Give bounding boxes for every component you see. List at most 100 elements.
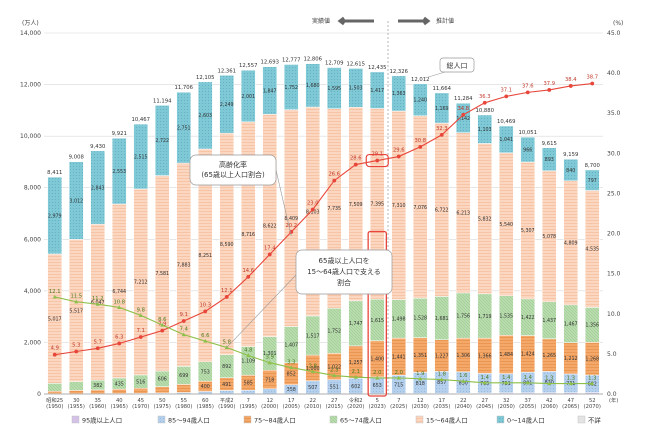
bar-segment: [69, 390, 83, 393]
y-left-tick-label: 4,000: [24, 288, 41, 295]
bar-segment-label: 1,422: [521, 315, 535, 321]
bars: 5,0172,9798,4115,5173,0129,0083826,0472,…: [47, 57, 600, 394]
bar-segment-label: 1,681: [435, 316, 449, 322]
legend-label: 85〜94歳人口: [168, 416, 210, 425]
y-right-tick-label: 25.0: [607, 190, 621, 197]
y-right-tick-label: 30.0: [607, 150, 621, 157]
bar-total-label: 9,615: [542, 141, 557, 147]
line-marker: [268, 253, 272, 257]
line-marker: [53, 353, 57, 357]
bar-segment-label: 1,437: [542, 318, 556, 324]
bar-segment-label: 8,590: [220, 242, 234, 248]
bar-total-label: 9,921: [112, 131, 127, 137]
bar-segment-label: 2,843: [91, 185, 105, 191]
line-point-label: 7.4: [180, 327, 189, 333]
bar-segment-label: 1,257: [349, 360, 363, 366]
line-point-label: 7.1: [137, 328, 145, 334]
legend-swatch: [578, 416, 585, 423]
line-point-label: 1.9: [416, 371, 424, 377]
x-tick-sublabel: (2060): [541, 404, 558, 410]
x-tick-sublabel: (2065): [562, 404, 579, 410]
bar-total-label: 9,008: [69, 155, 85, 161]
bar-segment-label: 1,498: [392, 317, 406, 323]
x-tick-sublabel: (1990): [218, 404, 235, 410]
line-marker: [461, 113, 465, 117]
bar-segment-label: 2,751: [177, 125, 191, 131]
bar-segment-label: 1,041: [499, 137, 513, 143]
bar-segment-label: 1,227: [435, 353, 449, 359]
bar-segment-label: 699: [179, 373, 188, 379]
line-point-label: 2.8: [309, 364, 317, 370]
bar-total-label: 12,709: [325, 61, 344, 67]
bar-segment-label: 5,832: [478, 216, 492, 222]
bar-segment-label: 7,310: [392, 203, 406, 209]
line-point-label: 2.3: [330, 368, 338, 374]
bar-total-label: 11,664: [432, 86, 451, 92]
bar-segment-label: 2,979: [48, 213, 62, 219]
line-point-label: 12.1: [49, 289, 61, 295]
bar-segment-label: 715: [394, 382, 403, 388]
bar-segment-label: 7,509: [349, 202, 363, 208]
y-right-tick-label: 5.0: [607, 351, 617, 358]
legend-swatch: [158, 416, 165, 423]
line-point-label: 1.3: [588, 376, 596, 382]
line-point-label: 2.0: [395, 370, 403, 376]
line-point-label: 1.4: [502, 375, 511, 381]
line-point-label: 28.6: [350, 156, 362, 162]
bar-segment: [263, 389, 277, 394]
bar-total-label: 12,693: [260, 60, 279, 66]
line-marker: [225, 295, 229, 299]
bar-segment-label: 1,441: [392, 355, 406, 361]
legend-swatch: [497, 416, 504, 423]
line-point-label: 8.6: [158, 317, 166, 323]
line-point-label: 1.8: [438, 372, 446, 378]
line-point-label: 10.8: [113, 299, 125, 305]
legend-swatch: [416, 416, 423, 423]
bar-segment-label: 1,169: [435, 106, 449, 112]
y-left-tick-label: 6,000: [24, 236, 41, 243]
bar-total-label: 12,435: [368, 65, 387, 71]
line-marker: [139, 335, 143, 339]
bar-segment-label: 840: [566, 168, 575, 174]
bar-segment-label: 892: [222, 364, 231, 370]
line-point-label: 1.3: [545, 376, 553, 382]
line-marker: [203, 309, 207, 313]
line-marker: [311, 208, 315, 212]
bar-segment-label: 585: [244, 380, 253, 386]
annotation-support-text: 15〜64歳人口で支える: [307, 267, 381, 276]
x-tick-sublabel: (2055): [519, 404, 536, 410]
line-point-label: 1.3: [567, 376, 575, 382]
bar-segment-label: 5,307: [521, 228, 535, 234]
bar-total-label: 12,557: [239, 63, 258, 69]
annotation-aging-text: (65歳以上人口割合): [201, 170, 265, 179]
line-point-label: 37.9: [543, 81, 555, 87]
line-point-label: 1.4: [524, 375, 533, 381]
line-point-label: 11.5: [70, 294, 82, 300]
line-point-label: 5.3: [72, 342, 80, 348]
line-marker: [117, 342, 121, 346]
bar-segment-label: 5,517: [69, 308, 83, 314]
line-point-label: 29.6: [393, 148, 405, 154]
bar-segment-label: 1,752: [284, 85, 298, 91]
bar-segment-label: 1,528: [413, 316, 427, 322]
x-tick-sublabel: (2035): [433, 404, 450, 410]
projected-label: 推計値: [436, 17, 454, 25]
bar-segment-label: 1,680: [306, 83, 320, 89]
bar-segment-label: 1,756: [456, 313, 470, 319]
bar-total-label: 12,105: [196, 75, 215, 81]
line-point-label: 10.3: [199, 302, 211, 308]
bar-segment-label: 2,722: [155, 138, 169, 144]
x-tick-sublabel: (1975): [154, 404, 171, 410]
bar-segment-label: 718: [265, 377, 274, 383]
x-tick-label: 令和2: [349, 396, 363, 404]
bar-segment-label: 818: [416, 381, 425, 387]
bar-segment-label: 1,306: [456, 353, 470, 359]
bar-total-label: 10,051: [518, 130, 537, 136]
bar-segment-label: 516: [136, 379, 145, 385]
line-marker: [332, 179, 336, 183]
line-point-label: 9.8: [137, 307, 145, 313]
x-tick-sublabel: (2010): [304, 404, 321, 410]
bar-segment-label: 1,351: [413, 353, 427, 359]
x-tick-sublabel: (2015): [326, 404, 343, 410]
